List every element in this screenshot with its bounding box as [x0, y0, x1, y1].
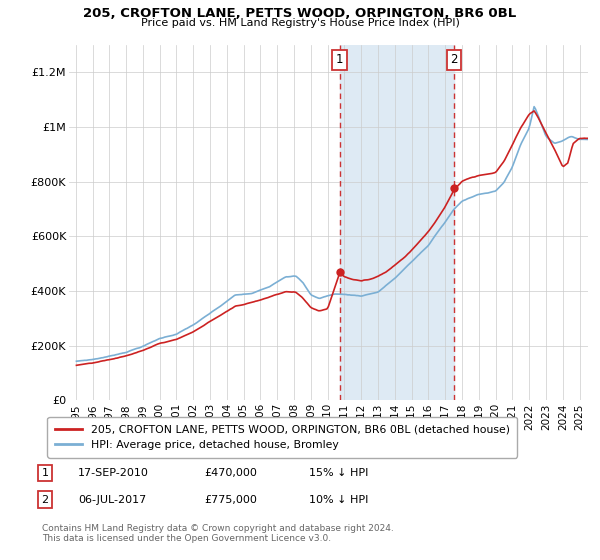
Text: £775,000: £775,000	[204, 494, 257, 505]
Text: 17-SEP-2010: 17-SEP-2010	[78, 468, 149, 478]
Text: Price paid vs. HM Land Registry's House Price Index (HPI): Price paid vs. HM Land Registry's House …	[140, 18, 460, 28]
Text: 205, CROFTON LANE, PETTS WOOD, ORPINGTON, BR6 0BL: 205, CROFTON LANE, PETTS WOOD, ORPINGTON…	[83, 7, 517, 20]
Text: Contains HM Land Registry data © Crown copyright and database right 2024.
This d: Contains HM Land Registry data © Crown c…	[42, 524, 394, 543]
Text: 10% ↓ HPI: 10% ↓ HPI	[309, 494, 368, 505]
Legend: 205, CROFTON LANE, PETTS WOOD, ORPINGTON, BR6 0BL (detached house), HPI: Average: 205, CROFTON LANE, PETTS WOOD, ORPINGTON…	[47, 417, 517, 458]
Bar	[340, 45, 454, 400]
Text: 06-JUL-2017: 06-JUL-2017	[78, 494, 146, 505]
Text: £470,000: £470,000	[204, 468, 257, 478]
Text: 1: 1	[336, 53, 344, 66]
Text: 2: 2	[41, 494, 49, 505]
Text: 1: 1	[41, 468, 49, 478]
Text: 15% ↓ HPI: 15% ↓ HPI	[309, 468, 368, 478]
Text: 2: 2	[450, 53, 458, 66]
